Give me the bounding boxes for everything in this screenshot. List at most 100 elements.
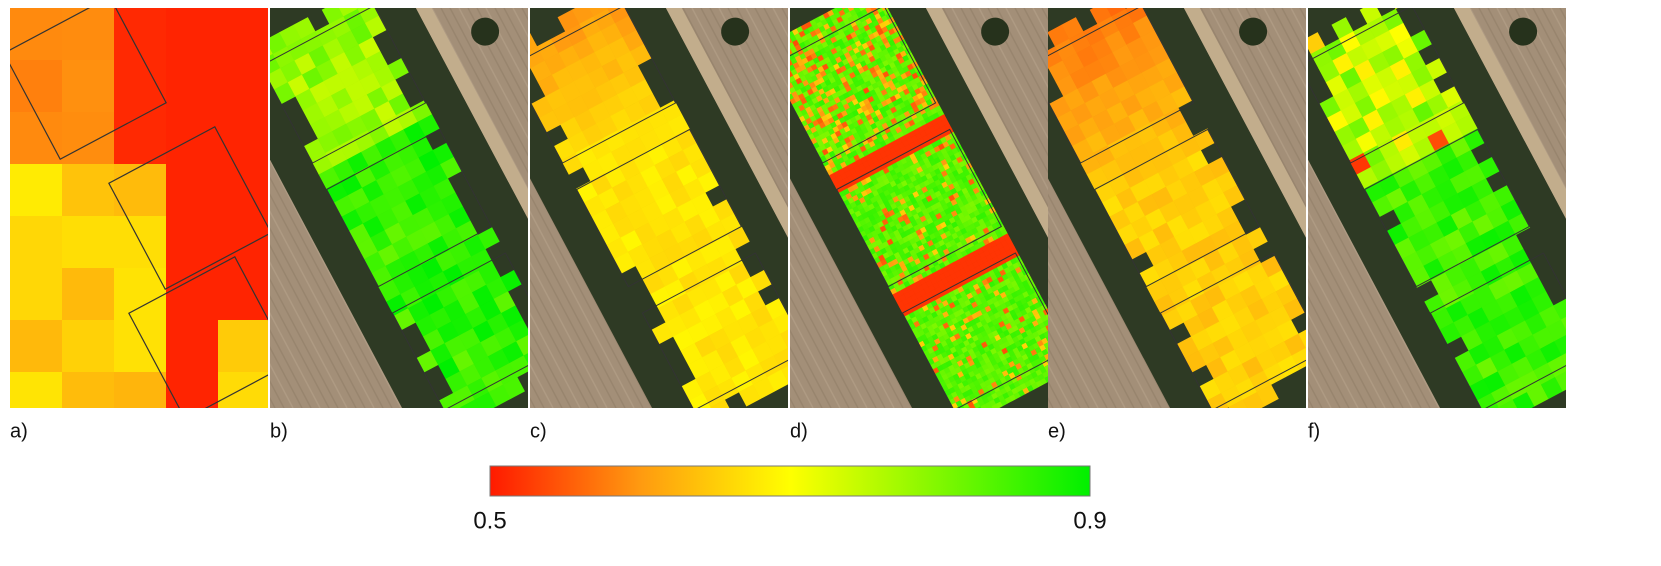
field-texture <box>270 329 312 408</box>
pixel <box>566 95 589 118</box>
pixel <box>477 227 500 250</box>
pixel <box>1539 305 1562 328</box>
pixel <box>1443 193 1466 216</box>
field-texture <box>1579 8 1661 408</box>
field-texture <box>790 261 868 408</box>
pixel <box>323 73 346 96</box>
pixel <box>350 22 373 45</box>
pixel <box>1194 199 1217 222</box>
pixel <box>479 298 502 321</box>
pixel <box>1184 350 1207 373</box>
pixel <box>317 131 340 154</box>
pixel <box>603 130 626 153</box>
field-texture <box>1200 8 1306 208</box>
pixel <box>1069 67 1092 90</box>
plot-outline <box>530 8 677 164</box>
pixel <box>1583 354 1605 376</box>
pixel <box>295 88 318 111</box>
pixel <box>1163 107 1186 130</box>
road <box>1110 8 1306 408</box>
pixel <box>1045 346 1048 354</box>
pixel <box>339 137 362 160</box>
pixel <box>530 46 545 69</box>
pixel <box>392 236 415 259</box>
pixel <box>694 335 717 358</box>
pixel <box>1356 166 1379 189</box>
pixel <box>572 37 595 60</box>
pixel <box>1504 342 1527 365</box>
field-texture <box>790 227 886 408</box>
pixel <box>1188 221 1211 244</box>
pixel <box>1261 291 1284 314</box>
pixel <box>414 278 437 301</box>
field-texture <box>1308 261 1386 408</box>
pixel <box>1228 399 1251 408</box>
pixel <box>1148 79 1171 102</box>
pixel <box>1355 131 1378 154</box>
pixel <box>10 372 63 408</box>
pixel <box>62 372 115 408</box>
field-texture <box>530 261 608 408</box>
pixel <box>1121 130 1144 153</box>
pixel <box>967 411 974 418</box>
pixel <box>422 328 445 351</box>
pixel <box>1388 22 1411 45</box>
pixel <box>566 59 589 82</box>
pixel <box>1055 74 1078 97</box>
field-texture <box>745 8 788 89</box>
field-texture <box>978 8 1048 140</box>
pixel <box>10 164 63 217</box>
pixel <box>1106 101 1129 124</box>
pixel <box>1111 8 1134 31</box>
pixel <box>602 94 625 117</box>
field-texture <box>691 8 788 191</box>
pixel <box>363 251 386 274</box>
pixel <box>346 151 369 174</box>
pixel <box>1245 227 1268 250</box>
pixel <box>218 8 268 61</box>
pixel <box>398 214 421 237</box>
pixel <box>1248 334 1271 357</box>
pixel <box>591 209 614 232</box>
pixel <box>662 207 685 230</box>
plot-outline <box>835 128 1003 288</box>
field-texture <box>530 227 626 408</box>
pixel <box>321 8 344 25</box>
pixel <box>303 138 326 161</box>
pixel <box>1064 124 1087 147</box>
pixel <box>1325 74 1348 97</box>
pixel <box>657 264 680 287</box>
pixel <box>1084 95 1107 118</box>
field-texture <box>449 8 528 157</box>
field-texture <box>1587 8 1661 408</box>
pixel <box>571 8 594 25</box>
pixel <box>1045 324 1048 332</box>
pixel <box>335 8 358 17</box>
pixel <box>1375 66 1398 89</box>
pixel <box>218 216 268 269</box>
pixel <box>293 17 316 40</box>
plot-outline <box>575 128 743 288</box>
pixel <box>874 8 882 9</box>
pixel <box>426 199 449 222</box>
pixel <box>738 384 761 407</box>
pixel <box>561 152 584 175</box>
field-texture <box>1614 8 1661 408</box>
pixel <box>1334 124 1357 147</box>
pixel <box>1540 376 1563 399</box>
pixel <box>1381 8 1404 31</box>
pixel <box>357 8 380 24</box>
pixel <box>488 384 511 407</box>
pixel <box>1165 179 1188 202</box>
pixel <box>1198 342 1221 366</box>
pixel <box>680 342 703 366</box>
pixel <box>270 53 281 76</box>
pixel <box>1503 306 1526 329</box>
pixel <box>972 409 979 416</box>
pixel <box>601 58 624 81</box>
pixel <box>677 235 700 258</box>
pixel <box>626 208 650 231</box>
pixel <box>1483 371 1506 394</box>
field-texture <box>270 227 366 408</box>
pixel <box>599 8 623 10</box>
